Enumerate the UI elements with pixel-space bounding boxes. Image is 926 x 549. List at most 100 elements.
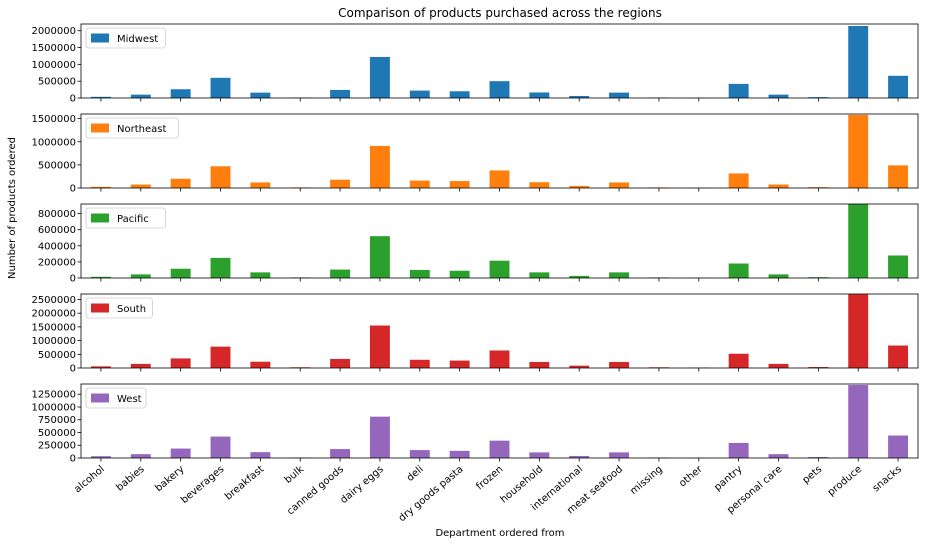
bar-pacific-beverages — [211, 258, 231, 278]
y-tick-label: 0 — [70, 274, 76, 285]
x-tick-label: other — [677, 463, 705, 489]
bar-west-beverages — [211, 437, 231, 458]
legend-midwest: Midwest — [86, 28, 166, 48]
bar-west-dry-goods-pasta — [450, 451, 470, 458]
y-tick-label: 600000 — [38, 225, 76, 236]
x-tick-label: bulk — [283, 464, 307, 486]
x-axis-label: Department ordered from — [435, 528, 564, 539]
bar-west-breakfast — [250, 452, 270, 458]
bar-midwest-produce — [848, 26, 868, 98]
legend-northeast: Northeast — [86, 118, 179, 138]
chart-title: Comparison of products purchased across … — [338, 6, 662, 20]
y-tick-label: 200000 — [38, 257, 76, 268]
bar-northeast-dry-goods-pasta — [450, 181, 470, 188]
bar-pacific-frozen — [490, 261, 510, 278]
legend-swatch — [91, 214, 109, 223]
bar-midwest-pantry — [729, 84, 749, 98]
bar-south-meat-seafood — [609, 362, 629, 368]
x-tick-label: missing — [628, 464, 664, 497]
bar-northeast-bakery — [171, 179, 191, 188]
bar-midwest-bakery — [171, 89, 191, 98]
bar-pacific-household — [529, 272, 549, 278]
bar-west-personal-care — [769, 454, 789, 458]
x-tick-label: babies — [114, 464, 146, 494]
legend-swatch — [91, 304, 109, 313]
legend-west: West — [86, 388, 146, 408]
bar-south-produce — [848, 294, 868, 368]
y-tick-label: 1000000 — [31, 137, 76, 148]
y-tick-label: 1000000 — [31, 336, 76, 347]
y-tick-label: 1500000 — [31, 114, 76, 125]
bar-south-deli — [410, 360, 430, 368]
bar-midwest-snacks — [888, 76, 908, 98]
legend-pacific: Pacific — [86, 208, 166, 228]
bar-midwest-personal-care — [769, 95, 789, 98]
bar-pacific-breakfast — [250, 272, 270, 278]
legend-swatch — [91, 34, 109, 43]
bar-west-meat-seafood — [609, 452, 629, 458]
bar-midwest-beverages — [211, 78, 231, 98]
panel-northeast: 0 500000 1000000 1500000 Northeast — [31, 114, 918, 195]
y-tick-label: 750000 — [38, 415, 76, 426]
bar-west-canned-goods — [330, 449, 350, 458]
bar-west-frozen — [490, 441, 510, 458]
bar-south-dairy-eggs — [370, 326, 390, 368]
bar-south-bakery — [171, 358, 191, 368]
bar-northeast-meat-seafood — [609, 182, 629, 188]
bar-south-dry-goods-pasta — [450, 361, 470, 368]
y-tick-label: 2500000 — [31, 295, 76, 306]
bar-west-deli — [410, 450, 430, 458]
x-tick-label: produce — [826, 464, 864, 499]
legend-label: Northeast — [117, 124, 166, 135]
bar-pacific-canned-goods — [330, 270, 350, 278]
bar-northeast-pantry — [729, 173, 749, 188]
y-tick-label: 2000000 — [31, 26, 76, 37]
bar-south-beverages — [211, 347, 231, 368]
bar-south-babies — [131, 364, 151, 368]
y-tick-label: 500000 — [38, 350, 76, 361]
bar-west-dairy-eggs — [370, 417, 390, 458]
bar-northeast-produce — [848, 115, 868, 188]
bar-northeast-breakfast — [250, 182, 270, 188]
bar-south-snacks — [888, 346, 908, 368]
x-tick-label: deli — [405, 464, 426, 484]
bar-northeast-beverages — [211, 166, 231, 188]
bar-pacific-dry-goods-pasta — [450, 271, 470, 278]
x-tick-label: snacks — [871, 464, 904, 494]
x-tick-label: pantry — [712, 464, 744, 494]
legend-label: South — [117, 304, 146, 315]
bar-pacific-personal-care — [769, 274, 789, 278]
y-tick-label: 0 — [70, 184, 76, 195]
bar-west-household — [529, 452, 549, 458]
bar-midwest-household — [529, 92, 549, 98]
x-tick-label: beverages — [179, 464, 226, 506]
y-tick-label: 500000 — [38, 160, 76, 171]
y-tick-label: 0 — [70, 94, 76, 105]
x-tick-label: bakery — [153, 464, 186, 494]
bar-pacific-produce — [848, 204, 868, 278]
bar-west-bakery — [171, 449, 191, 458]
bar-south-household — [529, 362, 549, 368]
bar-south-pantry — [729, 354, 749, 368]
x-tick-label: dairy eggs — [339, 464, 386, 506]
bar-pacific-deli — [410, 270, 430, 278]
bar-south-canned-goods — [330, 359, 350, 368]
y-tick-label: 800000 — [38, 209, 76, 220]
bar-northeast-babies — [131, 185, 151, 188]
bar-west-pantry — [729, 443, 749, 458]
bar-midwest-dry-goods-pasta — [450, 91, 470, 98]
bar-midwest-dairy-eggs — [370, 57, 390, 98]
x-tick-label: alcohol — [72, 464, 106, 495]
y-tick-label: 1000000 — [31, 402, 76, 413]
y-tick-label: 1500000 — [31, 322, 76, 333]
bar-south-frozen — [490, 350, 510, 368]
bar-northeast-frozen — [490, 170, 510, 188]
y-axis-label: Number of products ordered — [7, 137, 18, 279]
bar-pacific-snacks — [888, 255, 908, 278]
y-tick-label: 500000 — [38, 77, 76, 88]
y-tick-label: 250000 — [38, 441, 76, 452]
bar-northeast-snacks — [888, 165, 908, 188]
